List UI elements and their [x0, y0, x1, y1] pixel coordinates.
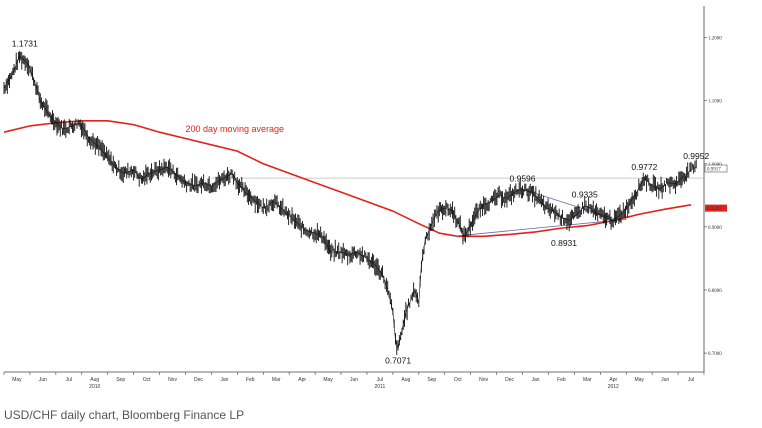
- x-tick-label: Oct: [454, 377, 462, 383]
- chart-svg: 1.20001.10001.00000.90000.80000.7000MayJ…: [3, 6, 728, 390]
- current-price-label: 0.9917: [707, 167, 721, 172]
- x-tick-label: Nov: [168, 377, 177, 383]
- x-tick-label: Jan: [220, 377, 228, 383]
- current-price-box: [704, 164, 728, 173]
- x-tick-label: Feb: [557, 377, 566, 383]
- value-annotation: 0.9772: [631, 162, 657, 172]
- value-annotation: 0.8931: [551, 238, 577, 248]
- x-tick-label: Aug: [90, 377, 99, 383]
- x-tick-label: Oct: [143, 377, 151, 383]
- x-year-label: 2010: [89, 384, 100, 390]
- y-tick-label: 0.8000: [708, 289, 722, 294]
- y-tick-label: 1.2000: [708, 37, 722, 42]
- x-tick-label: Dec: [194, 377, 203, 383]
- chart-caption: USD/CHF daily chart, Bloomberg Finance L…: [4, 408, 245, 422]
- x-tick-label: May: [634, 377, 644, 383]
- x-tick-label: Sep: [427, 377, 436, 383]
- x-tick-label: Feb: [246, 377, 255, 383]
- trendline: [452, 218, 627, 237]
- x-tick-label: Jan: [531, 377, 539, 383]
- y-tick-label: 0.7000: [708, 352, 722, 357]
- x-year-label: 2012: [608, 384, 619, 390]
- y-tick-label: 0.9000: [708, 226, 722, 231]
- value-annotation: 0.9596: [510, 173, 536, 183]
- x-tick-label: Aug: [401, 377, 410, 383]
- x-tick-label: Sep: [116, 377, 125, 383]
- x-tick-label: Apr: [609, 377, 617, 383]
- x-tick-label: Jul: [377, 377, 383, 383]
- value-annotation: 0.9335: [572, 190, 598, 200]
- ma-value-box: [705, 204, 727, 212]
- x-tick-label: Jul: [66, 377, 72, 383]
- x-tick-label: May: [323, 377, 333, 383]
- y-tick-label: 1.1000: [708, 100, 722, 105]
- value-annotation: 1.1731: [12, 39, 38, 49]
- x-tick-label: Apr: [298, 377, 306, 383]
- price-bars: [3, 51, 697, 355]
- x-tick-label: Mar: [583, 377, 592, 383]
- usdchf-chart: 1.20001.10001.00000.90000.80000.7000MayJ…: [3, 6, 728, 390]
- x-tick-label: Dec: [505, 377, 514, 383]
- x-tick-label: Nov: [479, 377, 488, 383]
- value-annotation: 0.9952: [683, 151, 709, 161]
- x-year-label: 2011: [375, 384, 386, 390]
- ma-value-label: 0.9289: [707, 207, 721, 212]
- x-tick-label: Jun: [661, 377, 669, 383]
- x-tick-label: May: [12, 377, 22, 383]
- moving-average-line: [3, 120, 692, 238]
- price-line: [3, 55, 697, 350]
- x-tick-label: Jul: [688, 377, 694, 383]
- value-annotation: 0.7071: [385, 356, 411, 366]
- x-tick-label: Jun: [39, 377, 47, 383]
- x-tick-label: Mar: [272, 377, 281, 383]
- moving-average-label: 200 day moving average: [185, 124, 284, 134]
- x-tick-label: Jun: [350, 377, 358, 383]
